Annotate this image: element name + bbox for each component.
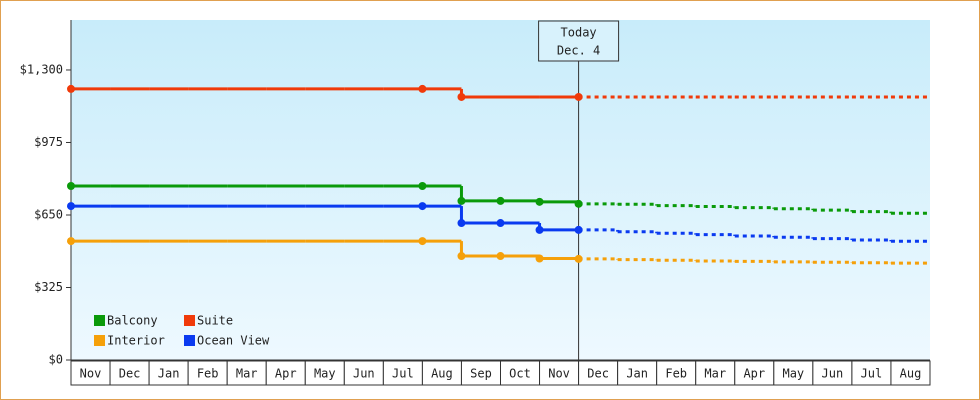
x-cell: [148, 360, 189, 386]
today-box: [538, 20, 620, 62]
legend-label: Balcony: [107, 314, 158, 328]
price-point: [418, 84, 427, 93]
price-point: [67, 84, 75, 93]
price-point: [457, 219, 466, 228]
price-point: [457, 252, 466, 261]
x-cell: [578, 360, 619, 386]
legend-swatch: [94, 335, 105, 346]
x-cell: [812, 360, 853, 386]
x-tick-label: Dec: [119, 367, 141, 381]
x-cell: [539, 360, 580, 386]
price-point: [496, 196, 505, 205]
x-tick-label: Feb: [197, 367, 219, 381]
price-point: [418, 181, 427, 190]
y-tick-label: $0: [49, 353, 63, 367]
today-title: Today: [561, 26, 597, 40]
price-point: [535, 197, 544, 206]
x-cell: [226, 360, 267, 386]
x-tick-label: Sep: [470, 367, 492, 381]
x-tick-label: Nov: [80, 367, 102, 381]
x-cell: [773, 360, 814, 386]
x-cell: [187, 360, 228, 386]
price-point: [67, 237, 75, 246]
x-tick-label: Jul: [392, 367, 414, 381]
x-cell: [851, 360, 892, 386]
x-tick-label: Apr: [743, 367, 765, 381]
x-cell: [890, 360, 931, 386]
x-cell: [109, 360, 150, 386]
x-tick-label: Aug: [431, 367, 453, 381]
today-date: Dec. 4: [557, 44, 600, 58]
x-tick-label: Nov: [548, 367, 570, 381]
x-tick-label: May: [782, 367, 804, 381]
x-tick-label: Apr: [275, 367, 297, 381]
price-point: [496, 219, 505, 228]
price-point: [496, 252, 505, 261]
x-tick-label: Jun: [353, 367, 375, 381]
x-tick-label: Mar: [704, 367, 726, 381]
plot-area: [71, 20, 930, 360]
y-tick-label: $325: [34, 280, 63, 294]
x-tick-label: Jan: [626, 367, 648, 381]
legend-label: Suite: [197, 314, 233, 328]
price-point: [418, 202, 427, 211]
price-point: [457, 92, 466, 101]
price-point: [535, 225, 544, 234]
price-point: [418, 237, 427, 246]
x-cell: [656, 360, 697, 386]
x-tick-label: Jul: [861, 367, 883, 381]
x-tick-label: May: [314, 367, 336, 381]
y-tick-label: $650: [34, 207, 63, 221]
x-tick-label: Jan: [158, 367, 180, 381]
legend-swatch: [94, 315, 105, 326]
x-tick-label: Aug: [900, 367, 922, 381]
legend-swatch: [184, 315, 195, 326]
price-point: [67, 181, 75, 190]
legend-label: Interior: [107, 334, 165, 348]
price-point: [457, 196, 466, 205]
x-tick-label: Oct: [509, 367, 531, 381]
y-tick-label: $1,300: [20, 62, 63, 76]
price-point: [535, 254, 544, 263]
x-cell: [695, 360, 736, 386]
y-tick-label: $975: [34, 135, 63, 149]
x-tick-label: Feb: [665, 367, 687, 381]
x-cell: [265, 360, 306, 386]
x-tick-label: Mar: [236, 367, 258, 381]
x-cell: [70, 360, 111, 386]
x-tick-label: Jun: [822, 367, 844, 381]
legend-label: Ocean View: [197, 334, 270, 348]
x-cell: [382, 360, 423, 386]
price-point: [67, 202, 75, 211]
legend-swatch: [184, 335, 195, 346]
x-cell: [460, 360, 502, 386]
x-tick-label: Dec: [587, 367, 609, 381]
